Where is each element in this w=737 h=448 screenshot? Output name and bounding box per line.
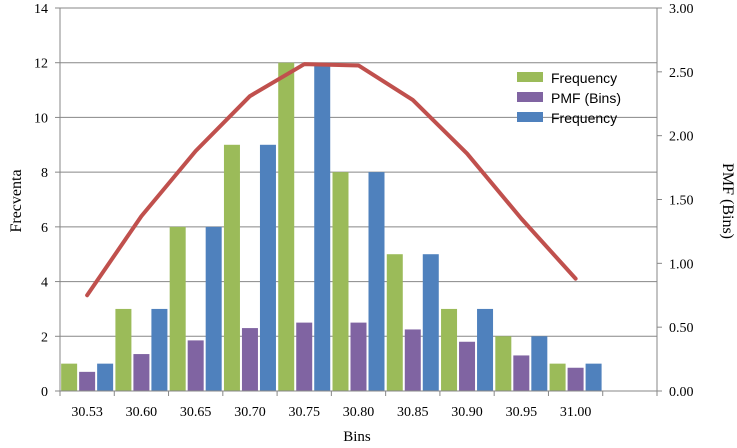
bar-pmf-purple [459,341,476,391]
bar-pmf-purple [404,329,421,391]
bar-frequency-green [169,226,186,391]
legend-label: Frequency [551,110,617,126]
pmf-line [85,62,578,298]
pmf-line-layer [85,62,578,298]
legend-swatch [517,112,543,122]
tick-labels: 0 2 4 6 8 10 12 14 0.00 0.50 1.00 1.50 2.00 2.50 3.00 3… [34,2,694,420]
y2-tick-label: 1.00 [669,257,694,272]
bar-pmf-purple [187,340,204,391]
bars [61,62,602,391]
bar-frequency-green [61,363,78,391]
bar-pmf-purple [513,355,530,391]
x-axis-label: Bins [343,429,371,445]
x-tick-label: 30.90 [451,405,483,420]
bar-frequency-green [441,308,458,391]
bar-frequency-blue [585,363,602,391]
y-tick-label: 4 [41,276,48,291]
y-tick-label: 0 [41,385,48,400]
y-tick-label: 12 [34,57,48,72]
x-tick-label: 30.95 [506,405,538,420]
x-tick-label: 30.65 [180,405,212,420]
x-tick-label: 30.53 [71,405,103,420]
bar-frequency-green [115,308,132,391]
legend-swatch [517,92,543,102]
y-tick-label: 14 [34,2,48,17]
x-tick-label: 30.75 [288,405,320,420]
axes [55,7,662,396]
bar-frequency-blue [422,254,439,391]
bar-frequency-green [549,363,566,391]
legend-label: Frequency [551,70,617,86]
x-tick-label: 30.70 [234,405,266,420]
bar-pmf-purple [296,322,313,391]
y2-axis-label: PMF (Bins) [719,163,736,239]
bar-frequency-blue [314,62,331,391]
y2-tick-label: 0.50 [669,321,694,336]
bar-frequency-green [495,336,512,391]
x-tick-label: 31.00 [560,405,592,420]
bar-pmf-purple [567,367,584,391]
bar-pmf-purple [350,322,367,391]
y-tick-label: 6 [41,221,48,236]
bar-frequency-green [278,62,295,391]
bar-frequency-green [386,254,403,391]
y2-tick-label: 1.50 [669,194,694,209]
bar-frequency-green [332,172,349,391]
bar-pmf-purple [241,328,258,391]
y-axis-label: Frecventa [8,169,25,232]
bar-pmf-purple [133,354,150,391]
y-tick-label: 10 [34,111,48,126]
bar-frequency-blue [368,172,385,391]
legend-label: PMF (Bins) [551,90,621,106]
bar-pmf-purple [79,371,96,391]
y2-tick-label: 3.00 [669,2,694,17]
gridlines [60,7,657,337]
x-tick-label: 30.85 [397,405,429,420]
bar-frequency-blue [151,308,168,391]
y2-tick-label: 0.00 [669,385,694,400]
bar-frequency-blue [205,226,222,391]
y2-tick-label: 2.00 [669,130,694,145]
y-tick-label: 2 [41,330,48,345]
bar-frequency-green [223,144,240,391]
bar-frequency-blue [531,336,548,391]
legend-swatch [517,72,543,82]
x-tick-label: 30.80 [343,405,375,420]
legend: Frequency PMF (Bins) Frequency [517,70,621,126]
bar-frequency-blue [259,144,276,391]
bar-frequency-blue [477,308,494,391]
x-tick-label: 30.60 [126,405,158,420]
y2-tick-label: 2.50 [669,66,694,81]
y-tick-label: 8 [41,166,48,181]
bar-frequency-blue [97,363,114,391]
